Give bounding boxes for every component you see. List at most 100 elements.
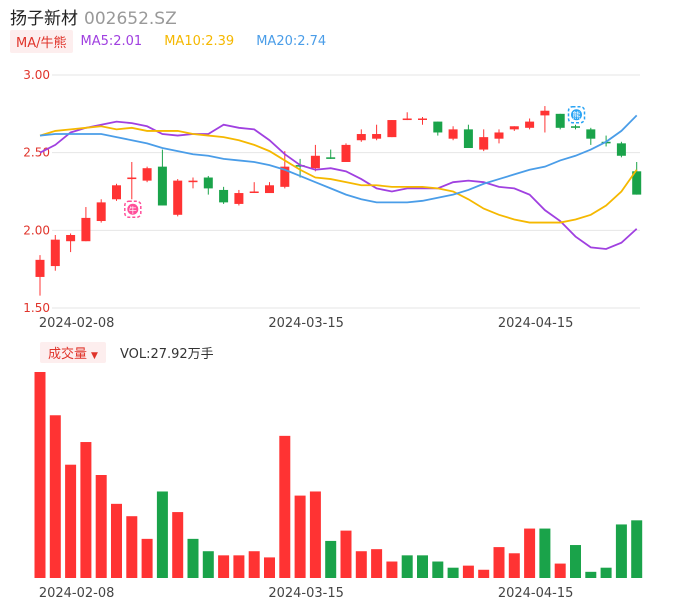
volume-bar — [371, 549, 383, 578]
candle-body — [203, 177, 213, 189]
x-tick-label: 2024-03-15 — [268, 316, 344, 331]
date-axis-price: 2024-02-08 2024-03-15 2024-04-15 — [39, 316, 574, 331]
stock-code: 002652.SZ — [84, 9, 177, 29]
marker-dot — [571, 109, 582, 121]
candle — [555, 113, 565, 130]
volume-bar — [156, 491, 168, 578]
candle-body — [50, 239, 60, 267]
x-tick-label: 2024-04-15 — [498, 586, 574, 601]
candle-body — [35, 259, 45, 277]
candle — [249, 182, 259, 194]
candle-body — [586, 129, 596, 139]
price-grid — [52, 74, 640, 309]
ma5-line — [39, 120, 638, 250]
candle-body — [112, 185, 121, 200]
candle-body — [188, 180, 198, 183]
volume-bar — [355, 551, 367, 578]
volume-bar — [631, 520, 643, 578]
candle-body — [280, 166, 290, 187]
volume-bar — [309, 491, 321, 578]
candle-body — [127, 177, 137, 180]
volume-bar — [417, 555, 428, 578]
candle-body — [448, 129, 458, 139]
candle — [387, 120, 397, 138]
volume-bar — [248, 551, 260, 578]
candle-body — [479, 137, 489, 150]
ma-legend: MA/牛熊 MA5:2.01 MA10:2.39 MA20:2.74 — [10, 30, 348, 53]
ma10-legend: MA10:2.39 — [164, 34, 235, 49]
candle — [127, 161, 137, 200]
x-tick-label: 2024-02-08 — [39, 316, 115, 331]
candle-body — [494, 132, 504, 139]
volume-bar — [493, 547, 505, 578]
candle-body — [571, 126, 580, 128]
candle — [402, 112, 412, 121]
candle-body — [219, 189, 229, 203]
candle — [525, 118, 535, 130]
candle-body — [555, 113, 565, 128]
candle-body — [310, 155, 320, 169]
volume-bar — [141, 538, 153, 578]
volume-bar — [65, 464, 77, 578]
ma10-line — [39, 125, 638, 224]
candle — [326, 149, 336, 159]
candle — [509, 126, 519, 131]
volume-bar — [524, 528, 536, 578]
x-tick-label: 2024-03-15 — [268, 586, 344, 601]
candle-body — [249, 191, 259, 193]
candle-body — [372, 134, 382, 139]
marker-dot — [127, 203, 139, 215]
candle — [632, 161, 642, 195]
candle-body — [540, 110, 550, 116]
candle-body — [356, 134, 366, 141]
stock-name: 扬子新材 — [10, 9, 78, 29]
volume-bar — [554, 563, 566, 578]
volume-bar — [570, 545, 581, 578]
volume-bar — [202, 551, 214, 578]
volume-bar — [340, 530, 352, 578]
volume-bar — [462, 565, 474, 578]
volume-bar — [508, 553, 520, 578]
volume-bar — [95, 475, 107, 578]
y-tick-label: 2.50 — [23, 146, 50, 160]
candle — [66, 233, 76, 253]
y-tick-label: 1.50 — [23, 301, 50, 315]
candle — [356, 129, 366, 142]
volume-bar — [233, 555, 245, 578]
candle — [310, 144, 320, 172]
candle — [448, 126, 458, 141]
candle-body — [326, 157, 336, 159]
volume-bar — [111, 503, 122, 578]
candle-body — [463, 129, 473, 149]
candle — [540, 106, 550, 133]
signal-markers: 牛熊 — [124, 105, 586, 219]
volume-bar — [539, 528, 551, 578]
candle-body — [341, 144, 351, 162]
candle — [571, 124, 580, 130]
candle-body — [81, 217, 91, 242]
candle — [586, 127, 596, 145]
candle-body — [387, 120, 397, 138]
candle — [96, 199, 106, 223]
volume-bar — [126, 516, 138, 578]
stock-title: 扬子新材 002652.SZ — [10, 4, 177, 29]
candle-body — [509, 126, 519, 130]
volume-series — [34, 372, 643, 578]
candle — [341, 143, 351, 162]
volume-indicator-selector[interactable]: 成交量 ▼ — [40, 342, 106, 363]
marker-label: 牛 — [129, 205, 137, 215]
x-tick-label: 2024-02-08 — [39, 586, 115, 601]
marker-label: 熊 — [573, 110, 581, 120]
candle — [219, 186, 229, 204]
volume-bar — [600, 567, 612, 578]
volume-bar — [80, 442, 92, 578]
volume-bar — [585, 571, 597, 578]
candle-body — [173, 180, 183, 215]
volume-bar — [264, 557, 275, 578]
volume-bar — [386, 561, 398, 578]
candle — [112, 183, 121, 201]
volume-tag-label: 成交量 — [48, 347, 88, 362]
ma-type-selector[interactable]: MA/牛熊 — [10, 30, 73, 53]
candle — [265, 182, 274, 194]
